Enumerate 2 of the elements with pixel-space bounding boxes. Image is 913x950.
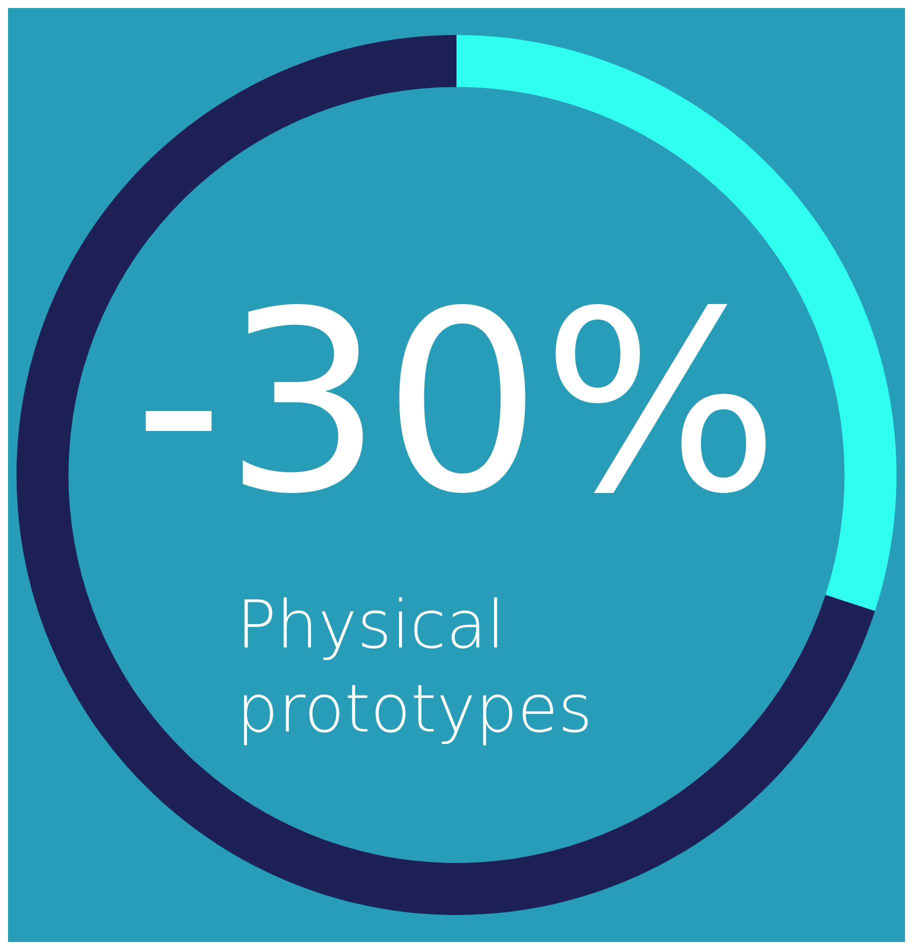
text: -30% <box>134 258 780 548</box>
text: Physical prototypes <box>236 586 593 748</box>
